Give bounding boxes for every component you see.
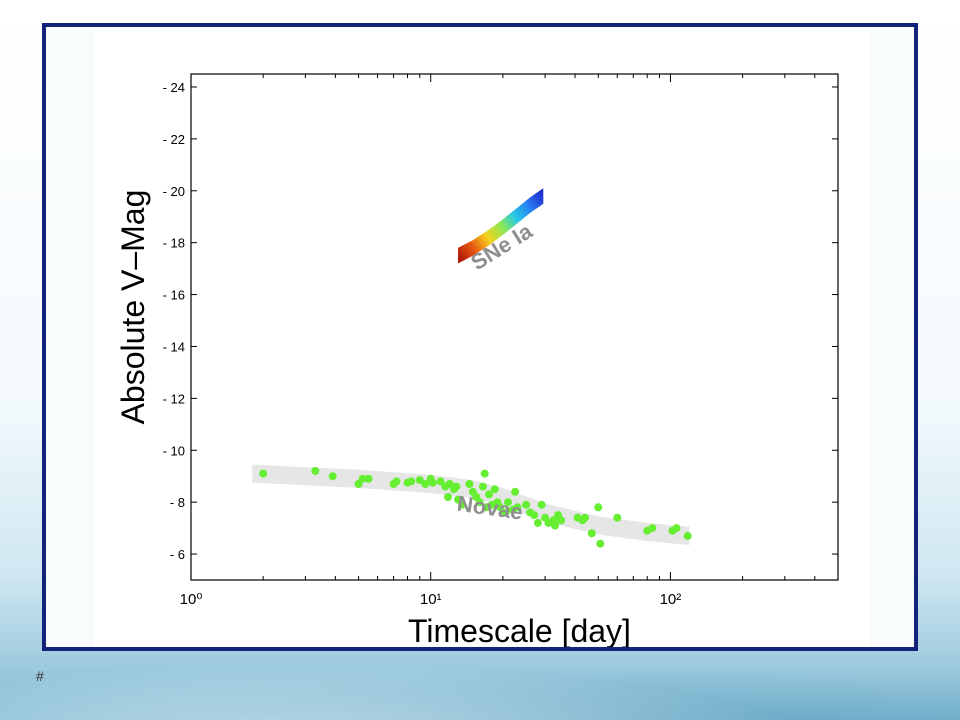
- data-point: [683, 531, 692, 540]
- data-point: [475, 498, 484, 507]
- y-tick-label: - 20: [163, 184, 185, 199]
- data-point: [557, 516, 566, 525]
- chart-frame: SNe Ia Novae - 6- 8- 10- 12- 14- 16- 18- 2…: [42, 23, 918, 651]
- data-point: [511, 487, 520, 496]
- plot-panel: SNe Ia Novae - 6- 8- 10- 12- 14- 16- 18- 2…: [94, 31, 870, 647]
- x-tick-label: 10²: [660, 591, 682, 608]
- x-tick-label: 10⁰: [180, 591, 203, 608]
- data-point: [415, 476, 424, 485]
- data-point: [533, 518, 542, 527]
- data-point: [648, 524, 657, 533]
- data-point: [407, 477, 416, 486]
- data-point: [364, 474, 373, 483]
- data-point: [672, 524, 681, 533]
- data-point: [328, 472, 337, 481]
- y-tick-label: - 24: [163, 80, 185, 95]
- data-point: [490, 485, 499, 494]
- data-point: [504, 498, 512, 507]
- data-point: [421, 480, 430, 488]
- data-point: [428, 478, 437, 487]
- x-axis-label: Timescale [day]: [408, 613, 631, 647]
- data-point: [513, 503, 522, 512]
- y-tick-label: - 8: [170, 495, 185, 510]
- plot-frame: [190, 73, 839, 581]
- data-point: [596, 539, 605, 548]
- y-tick-label: - 12: [163, 391, 185, 406]
- data-point: [496, 503, 505, 512]
- y-tick-label: - 22: [163, 132, 185, 147]
- data-point: [613, 513, 622, 522]
- y-axis-label: Absolute V–Mag: [115, 190, 151, 425]
- data-point: [581, 513, 589, 522]
- data-point: [259, 469, 268, 478]
- x-tick-label: 10¹: [420, 591, 442, 608]
- data-point: [436, 477, 445, 486]
- y-tick-label: - 18: [163, 236, 185, 251]
- data-point: [311, 467, 320, 475]
- y-tick-label: - 10: [163, 443, 185, 458]
- band-sne-ia: [458, 188, 544, 264]
- data-point: [537, 500, 546, 509]
- data-point: [551, 521, 559, 530]
- data-point: [480, 469, 489, 478]
- data-point: [501, 508, 510, 517]
- data-point: [458, 500, 466, 509]
- data-point: [485, 490, 493, 499]
- data-point: [465, 480, 474, 488]
- data-point: [478, 482, 487, 491]
- data-point: [522, 500, 531, 509]
- data-point: [392, 477, 401, 486]
- y-tick-label: - 14: [163, 339, 185, 354]
- data-point: [587, 529, 596, 538]
- data-point: [358, 474, 367, 483]
- data-point: [452, 482, 461, 491]
- data-point: [444, 493, 452, 501]
- data-point: [530, 511, 539, 520]
- y-tick-label: - 16: [163, 288, 185, 303]
- slide-number: #: [36, 668, 44, 684]
- data-point: [594, 503, 603, 512]
- y-tick-label: - 6: [170, 547, 185, 562]
